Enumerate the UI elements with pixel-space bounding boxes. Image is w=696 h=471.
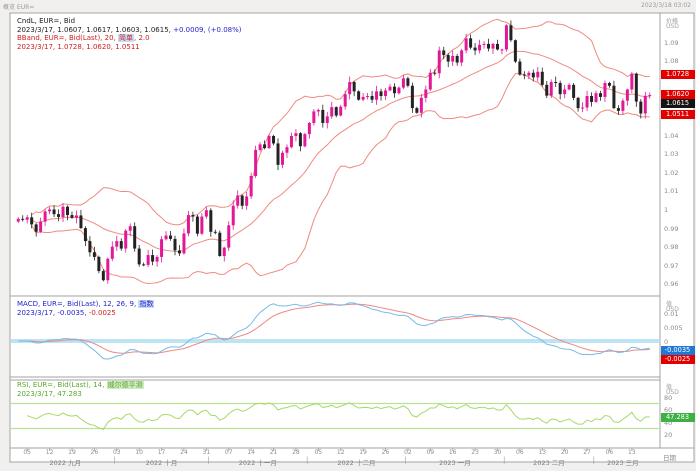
price-tick: 0.98 — [664, 243, 679, 252]
week-tick: 07 — [224, 449, 233, 456]
week-tick: 21 — [269, 449, 278, 456]
week-tick: 31 — [202, 449, 211, 456]
macd-badge: -0.0035 — [660, 346, 695, 356]
month-label: 2023 三月 — [607, 459, 639, 467]
rsi-tick: 60 — [664, 406, 673, 415]
ohlc-values: 2023/3/17, 1.0607, 1.0617, 1.0603, 1.061… — [17, 25, 174, 34]
price-tick: 1.08 — [664, 57, 679, 66]
macd-values: 2023/3/17, -0.0035, — [17, 308, 89, 317]
price-tick: 0.96 — [664, 280, 679, 289]
week-tick: 06 — [605, 449, 614, 456]
price-badge: 1.0511 — [660, 109, 695, 119]
rsi-axis-title: 值 — [666, 384, 673, 391]
month-boundary-tick: | — [305, 456, 309, 464]
week-tick: 16 — [448, 449, 457, 456]
price-badge: 1.0620 — [660, 89, 695, 99]
week-tick: 26 — [381, 449, 390, 456]
week-tick: 13 — [538, 449, 547, 456]
rsi-axis-unit: USD — [666, 389, 679, 396]
price-tick: 1.01 — [664, 187, 679, 196]
week-tick: 19 — [359, 449, 367, 456]
month-boundary-tick: | — [503, 456, 506, 464]
macd-tick: 0.005 — [664, 323, 683, 332]
macd-ma-type[interactable]: 指数 — [138, 300, 155, 308]
price-badge: 1.0615 — [660, 98, 695, 108]
main-legend: CndL, EUR=, Bid 2023/3/17, 1.0607, 1.061… — [17, 17, 242, 51]
price-tick: 1.02 — [664, 168, 679, 177]
macd-axis-title: 值 — [666, 301, 673, 308]
macd-series-label: MACD, EUR=, Bid(Last), 12, 26, 9, — [17, 300, 139, 308]
week-tick: 13 — [628, 449, 636, 456]
price-tick: 0.99 — [664, 224, 679, 233]
price-tick: 1 — [664, 205, 669, 214]
rsi-legend: RSI, EUR=, Bid(Last), 14, 威尔德平滑 2023/3/1… — [17, 381, 144, 398]
timestamp: 2023/3/18 03:02 — [641, 2, 691, 9]
month-boundary-tick: | — [207, 456, 210, 464]
month-boundary-tick: | — [113, 456, 116, 464]
rsi-smoothing-type[interactable]: 威尔德平滑 — [106, 381, 144, 389]
price-tick: 1.04 — [664, 131, 679, 140]
week-tick: 26 — [90, 449, 99, 456]
month-boundary-tick: | — [404, 456, 407, 464]
month-label: 2023 二月 — [533, 459, 565, 467]
rsi-badge: 47.283 — [660, 413, 695, 423]
week-tick: 30 — [493, 449, 502, 456]
macd-axis-unit: USD — [666, 306, 679, 313]
bband-series-label: BBand, EUR=, Bid(Last), 20, — [17, 34, 118, 42]
rsi-tick: 20 — [664, 431, 673, 440]
week-tick: 05 — [314, 449, 323, 456]
week-tick: 02 — [404, 449, 412, 456]
month-boundary-tick: | — [592, 456, 595, 464]
rsi-tick: 80 — [664, 393, 673, 402]
window-title[interactable]: 概览 EUR= — [3, 4, 35, 11]
price-axis-unit: USD — [666, 23, 679, 30]
week-tick: 12 — [45, 449, 54, 456]
price-tick: 0.97 — [664, 261, 679, 270]
week-tick: 24 — [180, 449, 188, 456]
week-tick: 27 — [583, 449, 591, 456]
week-tick: 23 — [471, 449, 479, 456]
month-label: 2022 十二月 — [337, 459, 376, 467]
week-tick: 10 — [135, 449, 143, 456]
price-axis-title: 价格 — [666, 18, 679, 25]
month-label: 2022 十一月 — [238, 459, 277, 467]
month-label: 2022 九月 — [49, 459, 82, 467]
week-tick: 14 — [247, 449, 255, 456]
macd-tick: 0 — [664, 337, 669, 346]
bband-values: 2023/3/17, 1.0728, 1.0620, 1.0511 — [17, 42, 140, 51]
week-tick: 03 — [112, 449, 121, 456]
date-axis-label: 日期 — [663, 454, 676, 462]
month-label: 2022 十月 — [145, 459, 178, 467]
macd-badge: -0.0025 — [660, 355, 695, 365]
macd-tick: 0.01 — [664, 309, 679, 318]
rsi-series-label: RSI, EUR=, Bid(Last), 14, — [17, 381, 107, 389]
candle-series-label: CndL, EUR=, Bid — [17, 17, 76, 25]
week-tick: 17 — [157, 449, 166, 456]
rsi-tick: 40 — [664, 418, 673, 427]
week-tick: 19 — [68, 449, 76, 456]
price-tick: 1.03 — [664, 150, 679, 159]
price-tick: 1.09 — [664, 38, 679, 47]
rsi-values: 2023/3/17, 47.283 — [17, 389, 82, 398]
change-values: +0.0009, (+0.08%) — [173, 25, 242, 34]
macd-legend: MACD, EUR=, Bid(Last), 12, 26, 9, 指数 202… — [17, 300, 155, 317]
week-tick: 05 — [23, 449, 32, 456]
week-tick: 09 — [426, 449, 435, 456]
price-badge: 1.0728 — [660, 69, 695, 79]
week-tick: 20 — [560, 449, 569, 456]
macd-signal-value: -0.0025 — [88, 308, 116, 317]
bband-ma-type[interactable]: 简单 — [118, 34, 134, 42]
week-tick: 12 — [336, 449, 345, 456]
week-tick: 06 — [516, 449, 524, 456]
week-tick: 28 — [292, 449, 300, 456]
month-label: 2023 一月 — [439, 459, 471, 467]
